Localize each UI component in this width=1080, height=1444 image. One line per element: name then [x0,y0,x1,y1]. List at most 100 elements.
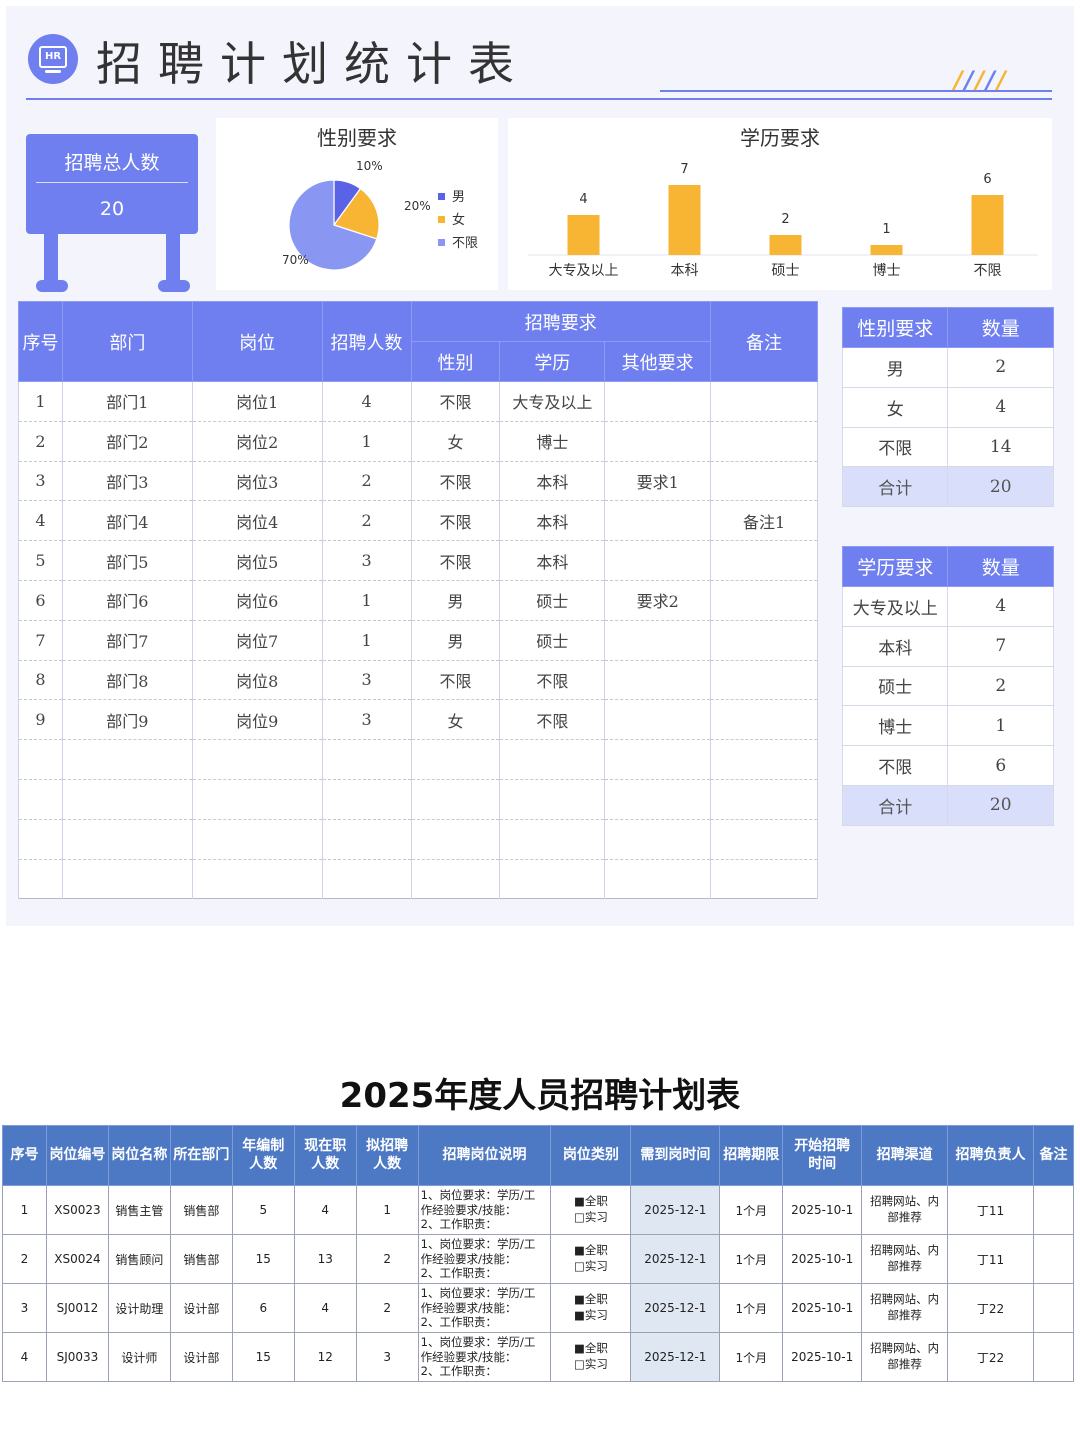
department: 设计部 [169,1283,233,1333]
col-post: 岗位 [191,301,323,382]
post-description-line: 作经验要求/技能： [420,1349,517,1364]
plan2-header-line: 需到岗时间 [640,1146,711,1163]
cell-note [710,580,818,621]
cell-note [710,421,818,462]
cell-education [499,819,606,860]
education-summary-label: 本科 [841,625,949,667]
cell-note [710,739,818,780]
pie-percent-label: 20% [404,199,431,213]
education-summary-total-value: 20 [947,784,1054,826]
education-summary-count: 4 [947,586,1054,627]
cell-count: 3 [321,699,412,741]
post-description-line: 2、工作职责： [420,1217,497,1232]
bar-value-label: 4 [579,192,587,207]
gender-summary-count: 2 [947,347,1054,388]
col-count: 招聘人数 [321,301,412,382]
post-type-line: □实习 [573,1357,608,1371]
table-row: 8 部门8 岗位8 3 不限 不限 [18,660,818,701]
cell-post: 岗位1 [191,381,323,422]
cell-post [191,739,323,780]
cell-post: 岗位7 [191,620,323,661]
post-type-line: ■全职 [573,1243,608,1258]
post-description: 1、岗位要求：学历/工 作经验要求/技能： 2、工作职责： [417,1283,552,1333]
cell-dept [61,779,193,820]
cell-education [499,859,606,900]
cell-index: 8 [18,660,63,701]
col-education: 学历 [499,341,606,382]
cell-other [604,699,712,741]
bar [971,195,1004,255]
post-description-line: 1、岗位要求：学历/工 [420,1334,536,1349]
cell-post: 岗位2 [191,421,323,462]
cell-index: 3 [18,461,63,502]
education-summary-label: 不限 [841,745,949,786]
recruit-channel-line: 部推荐 [887,1357,922,1371]
total-value: 20 [99,198,125,220]
hr-icon: HR [28,34,78,84]
recruit-channel: 招聘网站、内 部推荐 [861,1283,949,1333]
recruit-channel-line: 部推荐 [887,1308,922,1322]
cell-dept: 部门2 [61,421,193,462]
cell-dept: 部门3 [61,461,193,502]
owner: 丁11 [947,1185,1034,1235]
cell-dept: 部门6 [61,580,193,621]
planned-count: 2 [355,1283,419,1333]
plan2-header-line: 人数 [249,1155,278,1172]
pie-percent-label: 70% [282,253,309,267]
cell-count [321,819,412,860]
plan2-header-line: 人数 [373,1155,402,1172]
hiring-period: 1个月 [719,1332,784,1382]
cell-gender [410,779,501,820]
post-code: XS0024 [45,1234,109,1284]
plan2-col-header: 序号 [2,1125,47,1186]
gender-summary-label: 不限 [841,426,949,468]
cell-count: 4 [321,381,412,422]
plan2-col-header: 岗位类别 [550,1125,632,1186]
cell-gender: 不限 [410,660,501,701]
recruit-channel-line: 招聘网站、内 [870,1243,940,1258]
table-row: 4 SJ0033 设计师 设计部 15 12 3 1、岗位要求：学历/工 作经验要求/技能： 2、… [2,1332,1075,1382]
legend-swatch [438,216,445,223]
bar-value-label: 1 [882,222,890,237]
col-requirements: 招聘要求 [410,301,712,342]
cell-post [191,819,323,860]
cell-note [710,779,818,820]
cell-education: 博士 [499,421,606,462]
table-row: 1 部门1 岗位1 4 不限 大专及以上 [18,381,818,422]
cell-education: 不限 [499,660,606,701]
due-date: 2025-12-1 [630,1332,721,1382]
post-type-line: □实习 [573,1259,608,1273]
cell-note [710,859,818,900]
planned-count: 2 [355,1234,419,1284]
plan2-col-header: 需到岗时间 [630,1125,721,1186]
table-row: 4 部门4 岗位4 2 不限 本科 备注1 [18,500,818,542]
department: 销售部 [169,1234,233,1284]
gender-summary-table: 性别要求 数量 男 2 女 4 不限 14 合计 20 [841,307,1054,508]
bar [870,245,903,255]
cell-note: 备注1 [710,500,818,542]
plan2-header-line: 招聘期限 [723,1146,780,1163]
gender-summary-total-label: 合计 [841,466,949,508]
post-description-line: 1、岗位要求：学历/工 [420,1236,536,1251]
current-count: 4 [293,1283,357,1333]
cell-gender: 男 [410,580,501,621]
hiring-period: 1个月 [719,1283,784,1333]
post-description-line: 2、工作职责： [420,1266,497,1281]
cell-index: 9 [18,699,63,741]
plan2-header-line: 现在职 [304,1138,347,1154]
cell-count: 1 [321,620,412,661]
recruit-channel: 招聘网站、内 部推荐 [861,1332,949,1382]
post-description-line: 1、岗位要求：学历/工 [420,1187,536,1202]
cell-note [710,660,818,701]
cell-gender: 男 [410,620,501,661]
education-summary-row: 本科 7 [841,625,1054,667]
cell-other [604,500,712,542]
cell-post: 岗位6 [191,580,323,621]
cell-dept: 部门4 [61,500,193,542]
gender-summary-label: 男 [841,347,949,388]
cell-index: 1 [18,381,63,422]
row-index: 2 [2,1234,47,1284]
current-count: 12 [293,1332,357,1382]
